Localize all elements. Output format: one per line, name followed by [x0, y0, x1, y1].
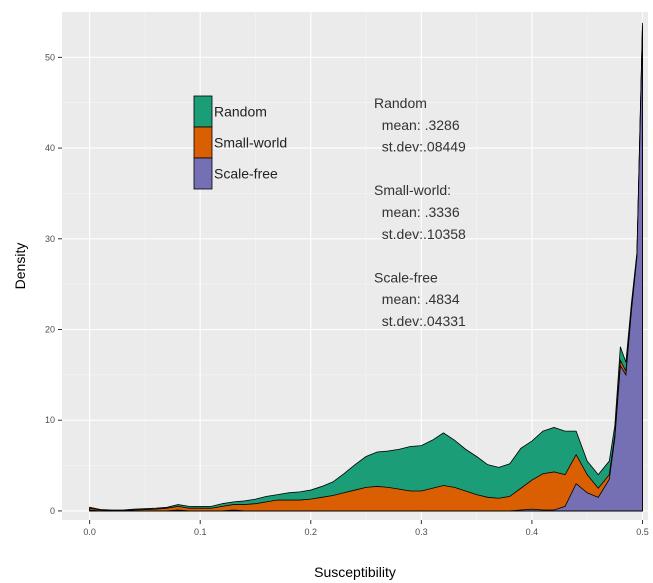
legend-key: [193, 157, 213, 190]
x-tick-label: 0.3: [415, 527, 428, 537]
legend-label: Small-world: [214, 135, 287, 151]
x-tick-label: 0.4: [526, 527, 539, 537]
annotation-line: mean: .3286: [374, 117, 460, 133]
x-tick-label: 0.2: [305, 527, 318, 537]
y-tick-label: 10: [45, 415, 55, 425]
y-tick-label: 50: [45, 52, 55, 62]
legend-label: Random: [214, 104, 267, 120]
grid-lines: [62, 12, 648, 520]
annotation-line: Random: [374, 95, 427, 111]
y-tick-label: 30: [45, 234, 55, 244]
x-tick-label: 0.1: [194, 527, 207, 537]
area-small-world: [89, 25, 643, 512]
annotation-line: st.dev:.04331: [374, 313, 466, 329]
annotation-line: st.dev:.08449: [374, 139, 466, 155]
annotation-line: mean: .3336: [374, 204, 460, 220]
annotation-line: mean: .4834: [374, 291, 460, 307]
y-axis-title: Density: [12, 243, 28, 290]
annotation-block: Random mean: .3286 st.dev:.08449 Small-wo…: [374, 95, 466, 329]
x-tick-label: 0.0: [83, 527, 96, 537]
legend-key: [193, 126, 213, 159]
y-tick-label: 20: [45, 325, 55, 335]
y-tick-label: 0: [50, 506, 55, 516]
legend: Random Small-world Scale-free: [193, 95, 287, 190]
area-series: [89, 22, 643, 512]
legend-label: Scale-free: [214, 166, 278, 182]
x-axis-title: Susceptibility: [314, 564, 396, 580]
legend-key: [193, 95, 213, 128]
axes: 0.0 0.1 0.2 0.3 0.4 0.5 0 10 20 30 40 50: [45, 52, 649, 537]
area-random: [89, 22, 643, 512]
annotation-line: Scale-free: [374, 269, 438, 285]
y-tick-label: 40: [45, 143, 55, 153]
annotation-line: Small-world:: [374, 182, 451, 198]
area-scale-free: [89, 30, 643, 512]
annotation-line: st.dev:.10358: [374, 226, 466, 242]
x-tick-label: 0.5: [636, 527, 649, 537]
